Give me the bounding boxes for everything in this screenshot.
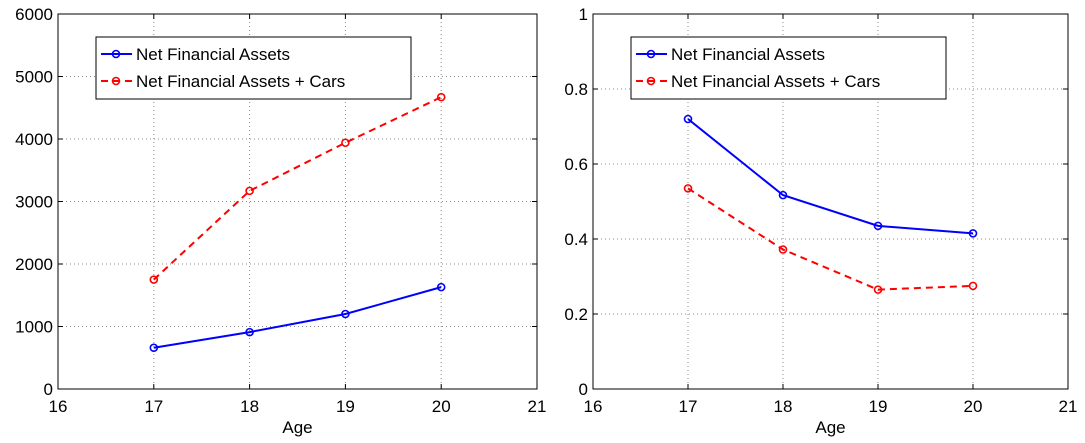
x-axis-label: Age [815, 418, 845, 437]
data-point [245, 186, 254, 196]
plot-frame [592, 13, 1069, 390]
legend-swatch-marker [111, 49, 121, 59]
legend-box [95, 36, 412, 100]
data-point [436, 282, 446, 292]
legend-swatch-marker [646, 76, 656, 86]
y-tick-label: 1 [579, 5, 588, 24]
legend: Net Financial Assets Net Financial Assets… [630, 36, 947, 100]
x-tick-label: 17 [144, 397, 163, 416]
y-tick-label: 5000 [15, 68, 53, 87]
data-point [968, 281, 978, 291]
y-tick-label: 1000 [15, 318, 53, 337]
series-line-1 [153, 286, 442, 349]
x-tick-label: 20 [432, 397, 451, 416]
y-tick-label: 0.8 [564, 80, 588, 99]
chart-panel-1: 16 17 18 19 20 21 0 1000 2000 3000 4000 5000 6000 Age… [15, 5, 546, 437]
x-axis-label: Age [282, 418, 312, 437]
y-tick-label: 0.4 [564, 230, 588, 249]
y-tick-label: 4000 [15, 130, 53, 149]
data-point [149, 275, 159, 284]
data-point [245, 327, 254, 337]
x-tick-label: 18 [774, 397, 793, 416]
data-point [873, 221, 883, 231]
x-tick-label: 17 [679, 397, 698, 416]
y-tick-label: 0.2 [564, 305, 588, 324]
x-tick-label: 20 [964, 397, 983, 416]
legend-swatch-marker [646, 49, 656, 59]
x-tick-label: 19 [336, 397, 355, 416]
x-tick-label: 16 [584, 397, 603, 416]
legend-swatch-marker [111, 76, 121, 86]
data-point [683, 114, 693, 124]
x-tick-label: 18 [240, 397, 259, 416]
chart-panel-2: 16 17 18 19 20 21 0 0.2 0.4 0.6 0.8 1 Age Net Financi… [564, 5, 1077, 437]
legend-label: Net Financial Assets [671, 45, 825, 64]
data-point [436, 92, 446, 102]
data-point [149, 343, 159, 353]
y-tick-label: 0.6 [564, 155, 588, 174]
legend: Net Financial Assets Net Financial Assets… [95, 36, 412, 100]
legend-label: Net Financial Assets + Cars [671, 72, 880, 91]
data-point [873, 285, 883, 294]
data-point [341, 309, 350, 319]
y-tick-label: 0 [579, 380, 588, 399]
x-tick-label: 21 [528, 397, 547, 416]
data-point [778, 245, 788, 254]
x-tick-label: 16 [49, 397, 68, 416]
data-point [778, 190, 788, 200]
series-line-1 [687, 118, 974, 235]
y-tick-label: 2000 [15, 255, 53, 274]
data-point [683, 184, 693, 193]
y-tick-label: 0 [44, 380, 53, 399]
data-point [341, 138, 350, 148]
legend-label: Net Financial Assets [136, 45, 290, 64]
x-tick-label: 21 [1059, 397, 1078, 416]
legend-box [630, 36, 947, 100]
x-tick-label: 19 [869, 397, 888, 416]
series-line-2 [153, 96, 442, 281]
legend-label: Net Financial Assets + Cars [136, 72, 345, 91]
series-line-2 [687, 187, 974, 291]
y-tick-label: 3000 [15, 193, 53, 212]
data-point [968, 229, 978, 238]
y-tick-label: 6000 [15, 5, 53, 24]
